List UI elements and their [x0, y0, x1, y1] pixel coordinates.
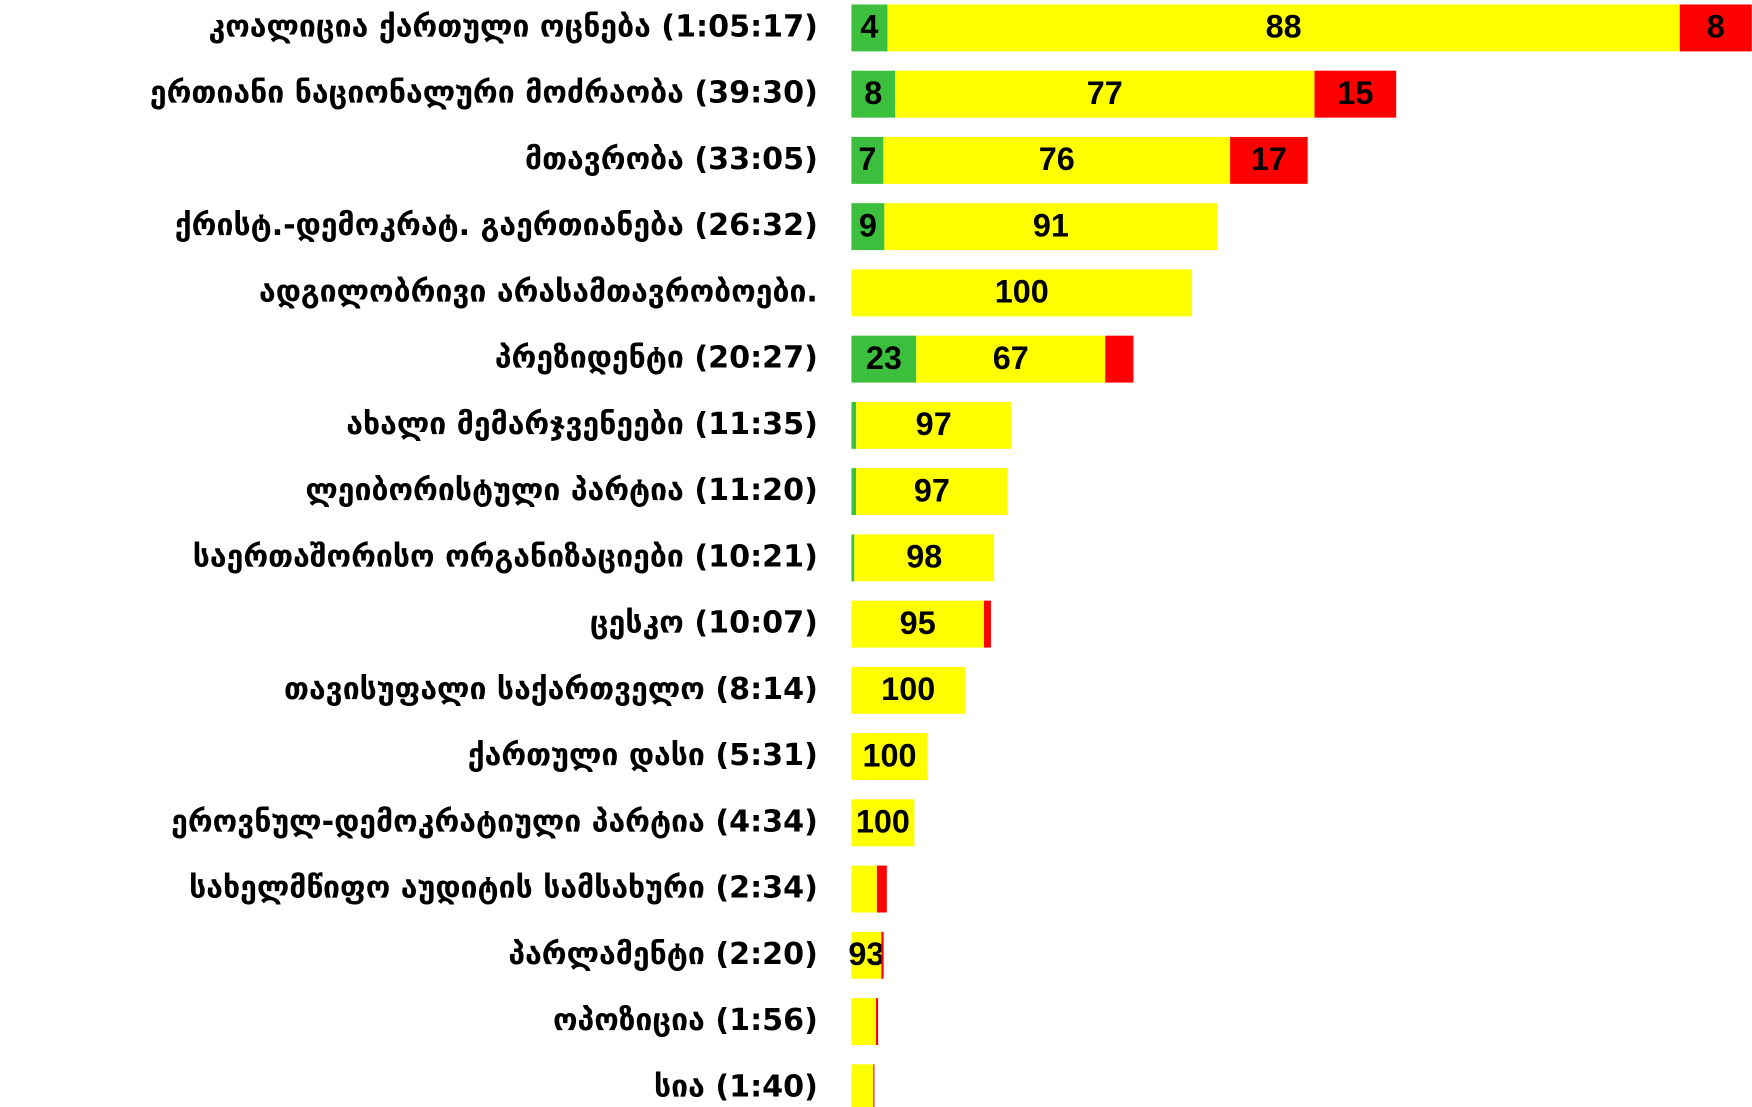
bar-segment — [851, 4, 888, 52]
bar-segment — [873, 1064, 875, 1107]
bar-segment — [851, 534, 855, 582]
bar-segment — [856, 468, 1008, 516]
value-label: 9 — [859, 207, 877, 243]
category-label: პრეზიდენტი (20:27) — [495, 341, 818, 376]
category-label: ახალი მემარჯვენეები (11:35) — [346, 407, 818, 442]
value-label: 23 — [866, 340, 902, 376]
value-label: 100 — [856, 804, 910, 840]
value-label: 7 — [858, 141, 876, 177]
category-label: ქართული დასი (5:31) — [468, 738, 818, 773]
bar-segment — [895, 70, 1315, 118]
bar-segment — [1105, 335, 1134, 383]
category-label: თავისუფალი საქართველო (8:14) — [284, 672, 818, 707]
value-label: 8 — [1707, 9, 1725, 45]
bar-segment — [851, 998, 876, 1046]
value-label: 100 — [995, 274, 1049, 310]
category-label: ოპოზიცია (1:56) — [553, 1003, 818, 1038]
bar-segment — [983, 600, 991, 648]
category-label: ეროვნულ-დემოკრატიული პარტია (4:34) — [171, 804, 818, 839]
value-label: 8 — [864, 75, 882, 111]
bar-segment — [875, 998, 879, 1046]
value-label: 17 — [1251, 141, 1287, 177]
value-label: 76 — [1039, 141, 1075, 177]
value-label: 100 — [862, 737, 916, 773]
value-label: 95 — [900, 605, 936, 641]
bar-segment — [851, 203, 885, 251]
bar-segment — [851, 865, 877, 913]
value-label: 93 — [848, 936, 884, 972]
bar-segment — [851, 468, 857, 516]
category-label: ლეიბორისტული პარტია (11:20) — [305, 473, 818, 508]
bar-segment — [883, 136, 1231, 184]
bar-segment — [887, 4, 1680, 52]
category-label: პარლამენტი (2:20) — [508, 937, 818, 972]
bar-segment — [1230, 136, 1308, 184]
category-label: ქრისტ.-დემოკრატ. გაერთიანება (26:32) — [175, 208, 818, 243]
value-label: 15 — [1337, 75, 1373, 111]
value-label: 98 — [906, 539, 942, 575]
category-label: სახელმწიფო აუდიტის სამსახური (2:34) — [189, 871, 818, 906]
bar-segment — [854, 534, 995, 582]
bar-segment — [851, 931, 882, 979]
category-label: ადგილობრივი არასამთავრობოები. — [259, 274, 818, 309]
bar-segment — [851, 1064, 874, 1107]
category-label: ერთიანი ნაციონალური მოძრაობა (39:30) — [150, 76, 818, 111]
bar-segment — [881, 931, 884, 979]
bar-segment — [851, 666, 965, 714]
value-label: 88 — [1266, 9, 1302, 45]
bar-segment — [1679, 4, 1752, 52]
value-label: 67 — [993, 340, 1029, 376]
bar-segment — [851, 600, 984, 648]
category-label: კოალიცია ქართული ოცნება (1:05:17) — [208, 9, 817, 44]
category-label: მთავრობა (33:05) — [525, 142, 818, 177]
bar-segment — [876, 865, 887, 913]
category-label: ცესკო (10:07) — [590, 606, 818, 641]
bar-segment — [884, 203, 1218, 251]
value-label: 91 — [1033, 207, 1069, 243]
category-label: საერთაშორისო ორგანიზაციები (10:21) — [193, 539, 818, 574]
bar-segment — [851, 335, 917, 383]
category-label: სია (1:40) — [654, 1069, 818, 1104]
value-label: 100 — [881, 671, 935, 707]
bar-segment — [856, 401, 1012, 449]
bar-segment — [851, 70, 896, 118]
bar-segment — [851, 136, 884, 184]
value-label: 97 — [916, 406, 952, 442]
value-label: 97 — [914, 472, 950, 508]
value-label: 4 — [860, 9, 878, 45]
bar-segment — [916, 335, 1106, 383]
bar-segment — [1314, 70, 1397, 118]
bar-segment — [851, 269, 1193, 317]
bar-segment — [851, 799, 915, 847]
value-label: 77 — [1087, 75, 1123, 111]
bar-segment — [851, 401, 857, 449]
bar-segment — [851, 733, 928, 781]
